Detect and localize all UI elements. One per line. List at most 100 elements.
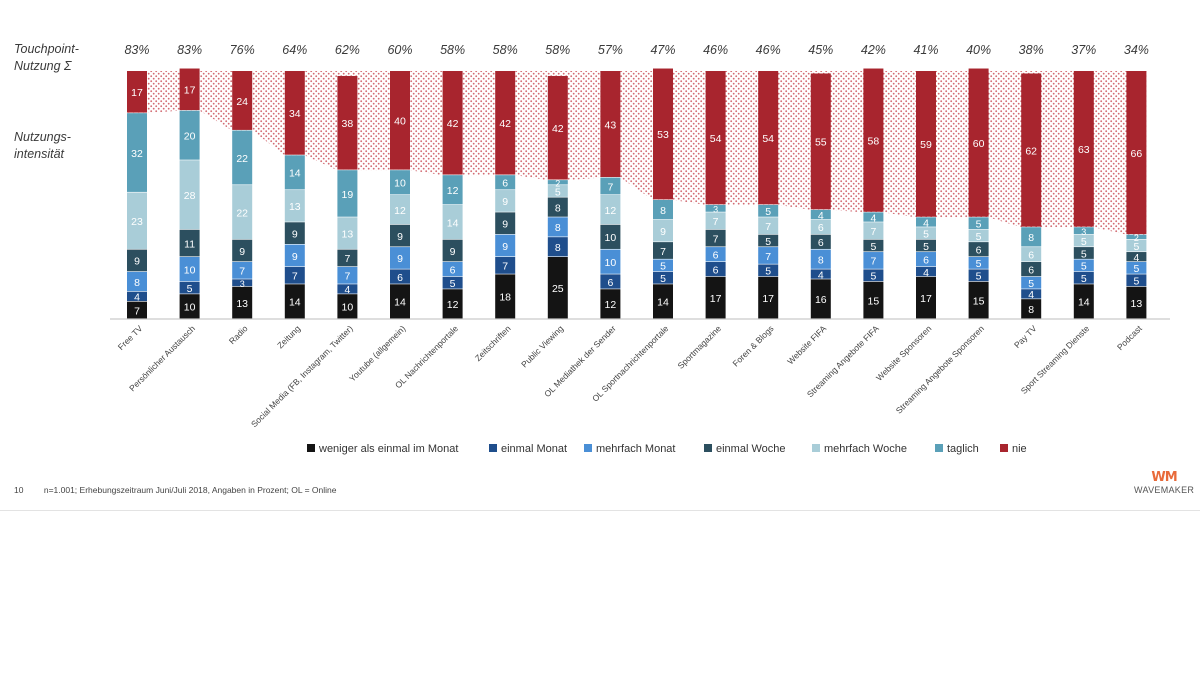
data-label: 5 xyxy=(1133,276,1139,288)
bar-segment-mehrfach_monat xyxy=(442,261,463,277)
data-label: 14 xyxy=(289,168,301,180)
bar-segment-mehrfach_woche xyxy=(284,190,305,222)
touchpoint-total-label: 83% xyxy=(124,43,149,57)
data-label: 38 xyxy=(342,118,354,130)
data-label: 11 xyxy=(184,238,195,250)
bar-segment-taeglich xyxy=(916,217,936,227)
data-label: 60 xyxy=(973,138,985,150)
bar-segment-einmal_monat xyxy=(1021,289,1042,299)
bar-segment-einmal_woche xyxy=(337,249,358,267)
bar-segment-einmal_woche xyxy=(758,234,779,247)
bar-segment-einmal_woche xyxy=(1126,252,1147,262)
bar-segment-einmal_woche xyxy=(442,239,463,262)
data-label: 54 xyxy=(762,133,774,145)
data-label: 7 xyxy=(765,221,771,233)
bar-segment-mehrfach_monat xyxy=(127,271,147,292)
bar-segment-taeglich xyxy=(600,177,621,195)
data-label: 5 xyxy=(976,219,982,231)
bar-segment-einmal_monat xyxy=(127,291,147,302)
data-label: 14 xyxy=(657,297,669,309)
bar-segment-einmal_woche xyxy=(653,242,673,259)
bar-segment-taeglich xyxy=(810,209,831,220)
data-label: 10 xyxy=(342,302,354,314)
data-label: 5 xyxy=(976,271,982,283)
bar-segment-weniger xyxy=(1021,299,1042,319)
data-label: 23 xyxy=(131,216,143,228)
data-label: 10 xyxy=(605,232,617,244)
data-label: 19 xyxy=(342,189,354,201)
data-label: 14 xyxy=(289,297,301,309)
bar-segment-weniger xyxy=(127,301,147,319)
legend-item-mehrfach_monat: mehrfach Monat xyxy=(584,443,675,455)
bar-segment-weniger xyxy=(1073,284,1094,319)
bar-segment-nie xyxy=(653,68,673,200)
bar-segment-nie xyxy=(390,71,410,170)
data-label: 5 xyxy=(555,186,561,198)
legend-item-mehrfach_woche: mehrfach Woche xyxy=(812,443,907,455)
bar-segment-mehrfach_woche xyxy=(390,195,410,225)
legend-swatch xyxy=(1000,444,1008,452)
bar-segment-taeglich xyxy=(863,212,884,222)
data-label: 5 xyxy=(187,283,193,295)
bar-segment-taeglich xyxy=(390,170,410,195)
data-label: 9 xyxy=(292,251,298,263)
data-label: 5 xyxy=(1081,273,1087,285)
bar-segment-nie xyxy=(1021,73,1042,227)
data-label: 12 xyxy=(605,205,617,217)
legend-label: einmal Monat xyxy=(501,443,568,455)
bar-segment-weniger xyxy=(705,276,726,319)
bar-segment-einmal_woche xyxy=(284,222,305,244)
data-label: 10 xyxy=(605,257,617,269)
x-tick-label: Zeitschriften xyxy=(473,323,513,363)
bar-segment-nie xyxy=(547,75,568,180)
data-label: 3 xyxy=(713,205,718,215)
bar-segment-einmal_woche xyxy=(179,229,200,257)
bar-segment-nie xyxy=(1126,71,1147,235)
bar-segment-nie xyxy=(232,71,253,130)
data-label: 6 xyxy=(607,277,613,289)
wavemaker-logo: WM WAVEMAKER xyxy=(1134,470,1194,495)
bar-segment-weniger xyxy=(337,294,358,319)
data-label: 5 xyxy=(765,236,771,248)
bar-segment-einmal_woche xyxy=(810,234,831,249)
data-label: 24 xyxy=(236,96,248,108)
bar-segment-mehrfach_woche xyxy=(1021,247,1042,262)
touchpoint-total-label: 83% xyxy=(177,43,202,57)
bar-segment-mehrfach_monat xyxy=(1126,261,1147,274)
bar-segment-nie xyxy=(600,71,621,178)
data-label: 12 xyxy=(605,299,617,311)
bar-segment-mehrfach_monat xyxy=(547,217,568,237)
logo-wordmark: WAVEMAKER xyxy=(1134,485,1195,495)
legend-label: einmal Woche xyxy=(716,443,786,455)
footnote: 10 n=1.001; Erhebungszeitraum Juni/Juli … xyxy=(14,485,355,495)
legend-item-nie: nie xyxy=(1000,443,1027,455)
data-label: 5 xyxy=(1133,263,1139,275)
data-label: 8 xyxy=(555,202,561,214)
bars-group: 7489233217105101128201713379222224147991… xyxy=(127,68,1147,319)
data-label: 7 xyxy=(344,271,350,283)
bar-segment-mehrfach_woche xyxy=(127,192,147,249)
data-label: 14 xyxy=(1078,297,1090,309)
data-label: 7 xyxy=(292,271,298,283)
data-label: 8 xyxy=(660,205,666,217)
x-tick-label: Youtube (allgemein) xyxy=(347,323,407,383)
data-label: 4 xyxy=(870,212,876,224)
data-label: 7 xyxy=(870,256,876,268)
bar-segment-nie xyxy=(863,68,884,212)
x-tick-label: Foren & Blogs xyxy=(730,323,775,368)
data-label: 4 xyxy=(923,217,929,229)
bar-stack: 8 45 6 6 8 62 xyxy=(1021,73,1042,319)
bar-stack: 10 5 10 11 28 20 17 xyxy=(179,68,200,319)
bar-segment-nie xyxy=(810,73,831,210)
bar-stack: 14 6 9 9 12 10 40 xyxy=(390,71,410,319)
touchpoint-total-label: 46% xyxy=(756,43,781,57)
bar-stack: 74 8 9 23 32 17 xyxy=(127,71,147,319)
touchpoint-total-label: 47% xyxy=(650,43,675,57)
data-label: 10 xyxy=(184,264,196,276)
touchpoint-total-label: 60% xyxy=(387,43,412,57)
data-label: 9 xyxy=(292,228,298,240)
touchpoint-total-label: 76% xyxy=(230,43,255,57)
legend-label: mehrfach Monat xyxy=(596,443,676,455)
data-label: 5 xyxy=(765,206,771,218)
bar-segment-mehrfach_woche xyxy=(337,217,358,249)
